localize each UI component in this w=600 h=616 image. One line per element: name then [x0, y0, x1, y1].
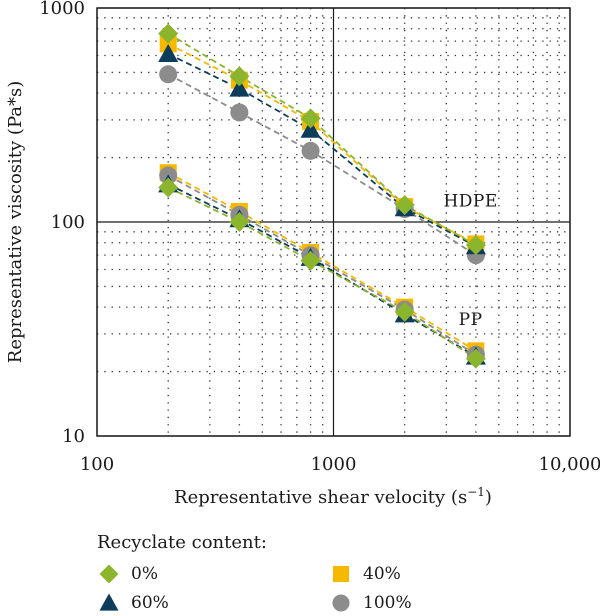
annotation-hdpe: HDPE — [443, 192, 497, 212]
data-point-triangle — [158, 43, 179, 62]
legend-label: 40% — [363, 564, 401, 584]
y-axis-title: Representative viscosity (Pa*s) — [5, 81, 26, 363]
x-tick-label: 100 — [80, 454, 114, 475]
data-point-diamond — [300, 108, 321, 129]
legend-marker-square — [332, 565, 350, 583]
y-tick-label: 1000 — [39, 0, 85, 19]
y-tick-labels: 10 100 1000 — [39, 0, 85, 447]
legend: Recyclate content: 0% 40% 60% 100% — [97, 532, 567, 613]
legend-marker-circle — [332, 594, 350, 612]
data-point-diamond — [465, 235, 486, 256]
legend-title: Recyclate content: — [97, 532, 267, 553]
series-line-pp-square — [167, 171, 477, 352]
legend-item-1: 40% — [331, 561, 401, 587]
series-markers — [158, 23, 486, 369]
data-point-diamond — [394, 195, 415, 216]
legend-label: 100% — [363, 593, 412, 613]
data-point-diamond — [300, 250, 321, 271]
legend-marker-diamond — [99, 564, 119, 584]
data-point-circle — [301, 141, 320, 160]
plot-area-border — [96, 7, 571, 437]
data-point-diamond — [229, 212, 250, 232]
legend-marker-triangle — [99, 593, 119, 611]
viscosity-chart: 100 1000 10,000 10 100 1000 HDPE PP Represent… — [5, 0, 600, 508]
legend-item-3: 100% — [331, 590, 412, 616]
data-point-triangle — [300, 119, 321, 138]
x-tick-labels: 100 1000 10,000 — [80, 454, 600, 475]
circle-marker-icon — [332, 594, 350, 612]
x-tick-label: 1000 — [311, 454, 357, 475]
data-point-diamond — [394, 301, 415, 322]
annotation-pp: PP — [459, 310, 483, 330]
data-point-diamond — [158, 23, 179, 44]
series-line-hdpe-triangle — [167, 53, 477, 248]
annotations: HDPE PP — [443, 192, 497, 330]
diamond-marker-icon — [99, 564, 119, 584]
legend-label: 60% — [131, 593, 169, 613]
legend-item-2: 60% — [99, 590, 169, 616]
x-axis-title: Representative shear velocity (s−1) — [174, 485, 492, 508]
x-tick-label: 10,000 — [539, 454, 600, 475]
data-point-triangle — [229, 78, 250, 97]
data-point-circle — [230, 103, 249, 122]
legend-item-0: 0% — [99, 561, 158, 587]
data-point-square — [159, 35, 177, 53]
square-marker-icon — [332, 565, 350, 583]
data-point-diamond — [465, 348, 486, 369]
data-point-circle — [159, 65, 178, 84]
triangle-marker-icon — [99, 593, 119, 611]
data-point-diamond — [229, 66, 250, 87]
legend-label: 0% — [131, 564, 158, 584]
data-point-diamond — [158, 177, 179, 198]
y-tick-label: 10 — [62, 426, 85, 447]
y-tick-label: 100 — [51, 212, 85, 233]
